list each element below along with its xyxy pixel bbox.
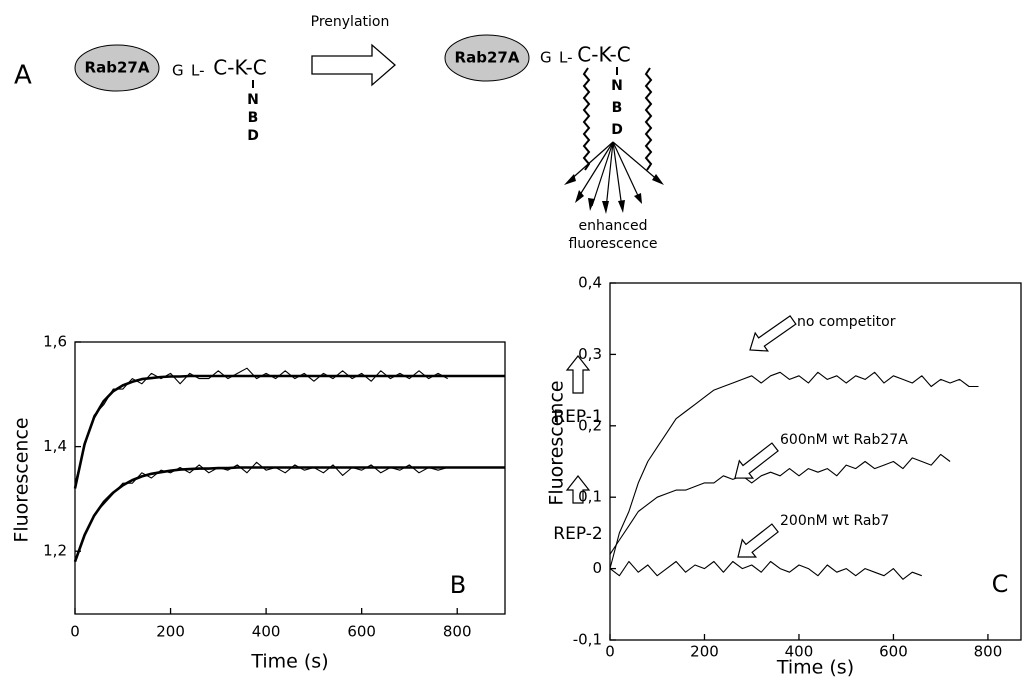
- diagram: A Rab27A G L- C-K-C N B D Prenylation Ra…: [14, 14, 664, 252]
- series-line: [73, 466, 505, 563]
- motif: C-K-C: [213, 56, 266, 80]
- annotation-arrow: [749, 315, 797, 352]
- annotation-arrow: [565, 355, 591, 394]
- x-tick-label: 800: [443, 623, 472, 641]
- annotation: 200nM wt Rab7: [780, 513, 889, 529]
- y-tick-label: 0,2: [578, 416, 602, 434]
- x-tick-label: 400: [785, 643, 814, 661]
- plot-frame: [609, 282, 1022, 641]
- annotation: no competitor: [797, 314, 896, 330]
- x-tick-label: 400: [252, 623, 281, 641]
- label-letter: D: [247, 128, 259, 144]
- ray-heads: [564, 174, 664, 214]
- y-axis-title: Fluorescence: [546, 380, 568, 505]
- x-axis-title: Time (s): [776, 657, 854, 678]
- annotation-arrow: [734, 442, 779, 479]
- panel-label: B: [450, 571, 466, 599]
- residue: L-: [559, 49, 573, 67]
- series-line: [609, 371, 979, 569]
- plot-frame: [74, 341, 506, 615]
- series-line: [74, 461, 448, 562]
- emission-rays: [567, 141, 661, 210]
- panel-label: C: [992, 570, 1009, 598]
- y-tick-label: 0: [592, 559, 602, 577]
- x-tick-label: 0: [605, 643, 615, 661]
- protein-label: Rab27A: [85, 59, 150, 77]
- x-tick-label: 0: [70, 623, 80, 641]
- series-line: [609, 560, 922, 580]
- y-tick-label: 1,6: [43, 333, 67, 351]
- label-letter: N: [611, 78, 623, 94]
- y-tick-label: 1,4: [43, 437, 67, 455]
- y-tick-label: 1,2: [43, 542, 67, 560]
- lipid-chain: [644, 67, 653, 171]
- protein-label: Rab27A: [455, 49, 520, 67]
- annotation-arrow: [737, 523, 779, 558]
- x-tick-label: 200: [690, 643, 719, 661]
- label-letter: N: [247, 92, 259, 108]
- annotation: REP-1: [553, 407, 602, 427]
- y-tick-label: 0,1: [578, 488, 602, 506]
- motif: C-K-C: [577, 43, 630, 67]
- series-line: [73, 374, 505, 489]
- label-letter: B: [248, 110, 259, 126]
- y-tick-label: -0,1: [573, 631, 602, 649]
- residue: G: [172, 62, 184, 80]
- y-axis-title: Fluorescence: [11, 417, 33, 542]
- protein-shape: [444, 34, 530, 82]
- reaction-arrow: [311, 43, 396, 87]
- arrow-label: Prenylation: [311, 14, 390, 30]
- annotation: 600nM wt Rab27A: [780, 432, 908, 448]
- protein-shape: [74, 44, 160, 92]
- x-tick-label: 800: [974, 643, 1003, 661]
- lipid-chain: [582, 67, 591, 171]
- caption: fluorescence: [568, 236, 657, 252]
- x-tick-label: 600: [347, 623, 376, 641]
- x-tick-label: 600: [879, 643, 908, 661]
- label-letter: B: [612, 100, 623, 116]
- x-axis-title: Time (s): [250, 651, 328, 673]
- residue: G: [540, 49, 552, 67]
- annotation-arrow: [565, 475, 591, 504]
- caption: enhanced: [578, 218, 647, 234]
- residue: L-: [191, 62, 205, 80]
- label-letter: D: [611, 122, 623, 138]
- annotation: REP-2: [553, 524, 602, 544]
- panel-label: A: [14, 61, 32, 91]
- y-tick-label: 0,4: [578, 274, 602, 292]
- series-line: [609, 453, 951, 555]
- y-tick-label: 0,3: [578, 345, 602, 363]
- x-tick-label: 200: [156, 623, 185, 641]
